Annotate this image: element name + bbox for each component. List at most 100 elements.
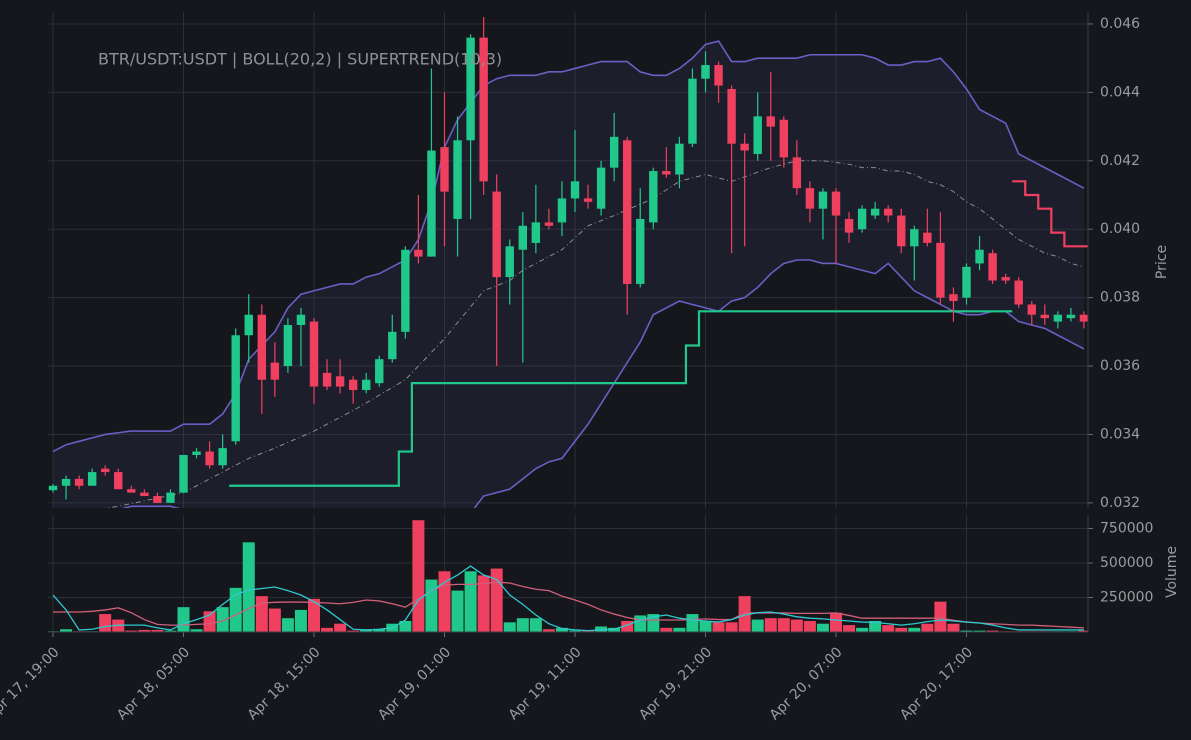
candle-body [753, 116, 762, 154]
volume-bar [451, 590, 464, 632]
candle-body [218, 448, 227, 466]
y-axis-label: Price [1154, 245, 1170, 279]
candle-body [114, 472, 123, 490]
x-tick-label: Apr 19, 01:00 [375, 644, 454, 723]
candle-body [335, 376, 345, 387]
candle-body [1053, 314, 1063, 322]
candle-body [1027, 304, 1036, 315]
volume-bar [60, 629, 73, 632]
candle-body [727, 88, 736, 144]
volume-bar [986, 630, 999, 632]
volume-bar [960, 630, 973, 632]
x-tick-label: Apr 17, 19:00 [0, 644, 63, 723]
candle-body [127, 489, 136, 493]
candle-body [440, 147, 449, 192]
candle-body [244, 314, 253, 336]
candle-body [518, 225, 527, 250]
volume-bar [490, 568, 503, 632]
volume-bar [360, 629, 373, 632]
volume-bar [673, 627, 686, 632]
candle-body [375, 359, 384, 384]
candle-body [388, 331, 397, 360]
candle-body [1014, 280, 1023, 305]
volume-bar [738, 596, 751, 632]
volume-bar [621, 620, 634, 632]
candle-body [140, 492, 149, 497]
candle-body [1079, 314, 1088, 322]
volume-tick-label: 500000 [1100, 555, 1153, 571]
volume-ma-fast [52, 565, 1084, 632]
volume-bar [294, 609, 307, 632]
volume-bar [699, 620, 712, 632]
volume-bar [177, 607, 190, 632]
y-tick-label: 0.044 [1100, 84, 1140, 100]
candle-body [897, 215, 906, 247]
candle-body [596, 167, 606, 209]
candle-body [910, 229, 919, 247]
volume-bar [334, 623, 347, 632]
x-tick-label: Apr 20, 07:00 [767, 644, 846, 723]
volume-bar [151, 629, 164, 632]
candle-body [923, 232, 932, 243]
candle-body [844, 218, 854, 233]
candle-body [962, 266, 971, 298]
volume-bar [281, 618, 294, 632]
volume-bar [764, 618, 777, 632]
candle-body [283, 324, 293, 367]
candle-body [688, 78, 697, 144]
candle-body [270, 362, 280, 380]
candle-body [544, 222, 554, 226]
candle-body [662, 171, 671, 175]
candle-body [257, 314, 266, 380]
volume-bar [595, 626, 608, 632]
candle-body [87, 472, 97, 486]
volume-bar [321, 627, 334, 632]
chart-title: BTR/USDT:USDT | BOLL(20,2) | SUPERTREND(… [98, 50, 502, 69]
volume-bar [242, 542, 255, 632]
candle-body [609, 136, 619, 168]
candle-body [779, 119, 788, 158]
candle-body [348, 379, 358, 390]
volume-ma-slow [53, 581, 1084, 629]
volume-bar [164, 630, 177, 632]
supertrend-up [229, 310, 1013, 487]
candle-body [492, 191, 501, 278]
y-tick-label: 0.040 [1100, 221, 1140, 237]
volume-axis-label: Volume [1164, 546, 1180, 598]
volume-bar [399, 620, 412, 632]
volume-bar [856, 627, 869, 632]
y-tick-label: 0.038 [1100, 290, 1140, 306]
volume-bar [190, 629, 203, 632]
x-tick-label: Apr 18, 05:00 [114, 644, 193, 723]
candle-body [988, 253, 997, 281]
candle-body [61, 478, 71, 486]
volume-bar [634, 615, 647, 632]
candle-body [557, 198, 567, 223]
candle-body [179, 454, 188, 493]
volume-bar [555, 627, 568, 632]
volume-bar [99, 614, 112, 632]
volume-bar [125, 630, 138, 632]
candle-body [401, 249, 410, 332]
candle-body [1040, 314, 1049, 319]
y-tick-label: 0.034 [1100, 426, 1140, 442]
y-tick-label: 0.032 [1100, 495, 1140, 511]
candle-body [505, 246, 514, 278]
volume-bar [268, 608, 281, 632]
candle-body [818, 191, 828, 209]
volume-bar [608, 627, 621, 632]
volume-bar [373, 629, 386, 632]
volume-bar [216, 607, 229, 632]
x-tick-label: Apr 19, 11:00 [506, 644, 585, 723]
candle-body [805, 188, 815, 209]
volume-bar [934, 601, 947, 632]
candle-body [570, 181, 580, 199]
candle-body [74, 478, 84, 486]
supertrend-down [1012, 180, 1088, 248]
volume-bar [229, 587, 242, 632]
volume-bar [582, 630, 595, 632]
candle-body [766, 116, 775, 127]
volume-bar [790, 619, 803, 632]
